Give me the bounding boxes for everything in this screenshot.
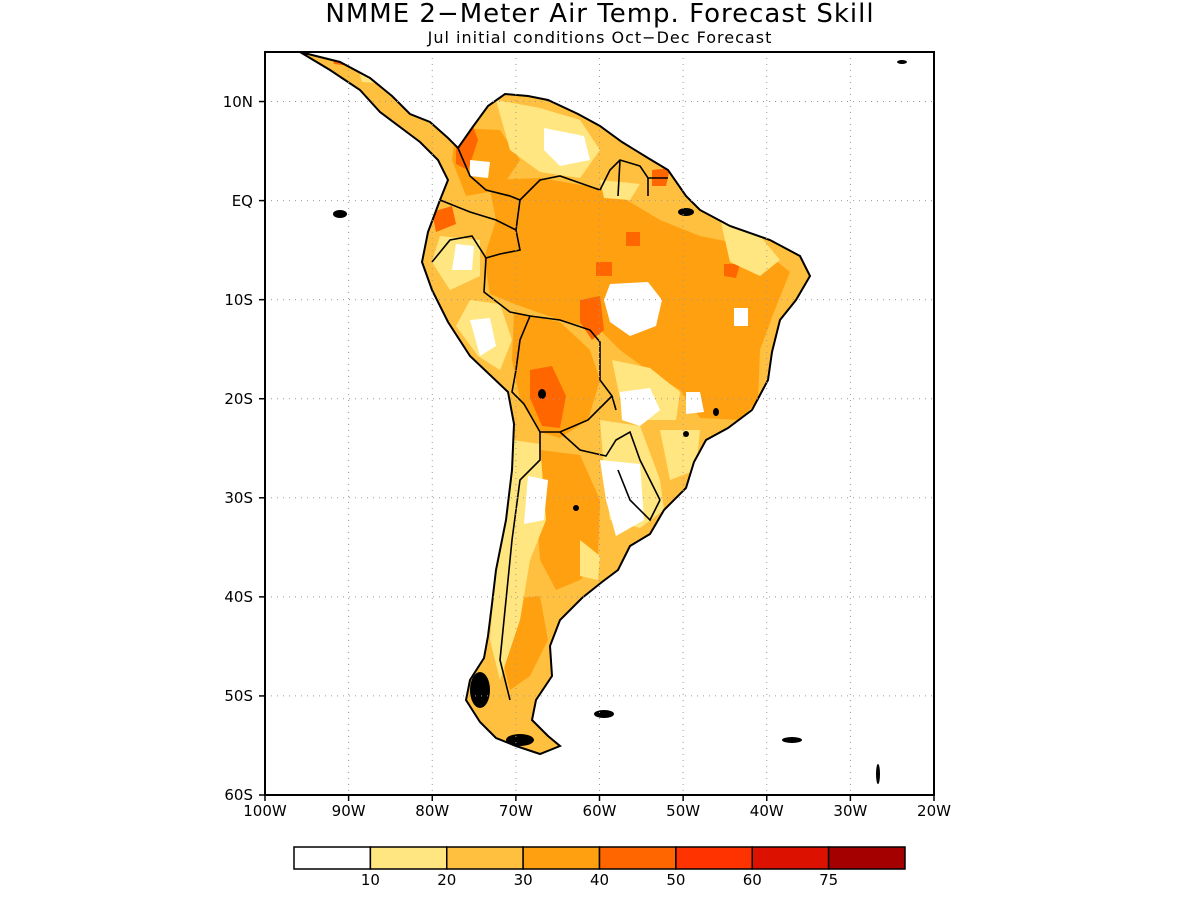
colorbar-tick-label: 10 — [360, 871, 380, 889]
lake — [573, 505, 579, 511]
axis-ticks — [259, 100, 935, 801]
island — [333, 210, 347, 218]
lon-tick-label: 80W — [415, 802, 450, 820]
skill-region-below-10 — [452, 244, 474, 270]
border-line — [499, 432, 541, 701]
border-line — [457, 147, 601, 201]
lat-tick-label: 10S — [224, 290, 253, 309]
island — [594, 710, 614, 718]
skill-region-below-10 — [470, 160, 490, 178]
border-line — [617, 159, 621, 197]
colorbar-swatch — [293, 846, 372, 870]
lon-tick-label: 100W — [243, 802, 287, 820]
skill-region-40-50 — [724, 264, 740, 278]
skill-region-below-10 — [544, 128, 590, 166]
island — [782, 737, 802, 743]
border-line — [617, 469, 661, 522]
chart-title: NMME 2−Meter Air Temp. Forecast Skill — [325, 0, 875, 29]
lake — [713, 408, 719, 416]
skill-region-10-20 — [720, 218, 780, 276]
skill-region-below-10 — [524, 476, 548, 524]
lon-tick-label: 30W — [833, 802, 868, 820]
islands — [333, 60, 907, 784]
lon-tick-label: 90W — [331, 802, 366, 820]
skill-region-below-10 — [604, 282, 662, 336]
skill-region-40-50 — [652, 168, 670, 186]
colorbar-swatch — [446, 846, 524, 870]
lat-tick-label: 50S — [224, 686, 253, 705]
lon-tick-label: 50W — [666, 802, 701, 820]
island — [876, 764, 880, 784]
colorbar-tick-label: 75 — [819, 871, 839, 889]
skill-region-below-10 — [734, 308, 748, 326]
colorbar-swatch — [827, 846, 906, 870]
lake — [538, 389, 546, 399]
skill-region-40-50 — [432, 206, 456, 232]
colorbar-tick-label: 40 — [589, 871, 610, 889]
skill-region-10-20 — [580, 540, 600, 580]
lake — [683, 431, 689, 437]
border-line — [511, 315, 613, 433]
colorbar-tick-label: 20 — [437, 871, 457, 889]
lat-tick-label: 60S — [224, 786, 253, 804]
colorbar-swatch — [751, 846, 830, 870]
lat-tick-label: 40S — [224, 587, 253, 606]
chart-subtitle: Jul initial conditions Oct−Dec Forecast — [427, 28, 773, 47]
border-line — [483, 199, 617, 411]
island — [897, 60, 907, 64]
skill-region-40-50 — [626, 232, 640, 246]
skill-region-below-10 — [470, 318, 496, 356]
skill-region-40-50 — [596, 262, 612, 276]
colorbar-swatch — [598, 846, 677, 870]
colorbar — [293, 846, 906, 870]
lat-tick-label: EQ — [231, 191, 253, 210]
lon-tick-label: 40W — [749, 802, 784, 820]
lat-tick-label: 10N — [222, 92, 253, 111]
colorbar-swatch — [369, 846, 448, 870]
border-line — [599, 159, 668, 191]
skill-region-below-10 — [686, 392, 704, 414]
colorbar-tick-label: 30 — [513, 871, 533, 889]
skill-region-below-10 — [600, 460, 644, 536]
island — [678, 208, 694, 216]
island — [470, 672, 490, 708]
lat-tick-label: 30S — [224, 488, 253, 507]
skill-region-10-20 — [660, 430, 700, 480]
colorbar-swatch — [522, 846, 601, 870]
country-borders — [431, 147, 668, 701]
lon-tick-label: 60W — [582, 802, 617, 820]
colorbar-swatch — [675, 846, 753, 870]
skill-region-10-20 — [600, 180, 640, 200]
skill-region-40-50 — [530, 366, 566, 428]
skill-region-below-10 — [620, 388, 660, 426]
colorbar-tick-label: 50 — [666, 871, 686, 889]
lat-tick-label: 20S — [224, 389, 253, 408]
lon-tick-label: 20W — [917, 802, 951, 820]
island — [506, 734, 534, 746]
border-line — [559, 430, 661, 501]
border-line — [439, 199, 517, 231]
border-line — [431, 235, 487, 263]
colorbar-tick-label: 60 — [742, 871, 762, 889]
lon-tick-label: 70W — [498, 802, 533, 820]
